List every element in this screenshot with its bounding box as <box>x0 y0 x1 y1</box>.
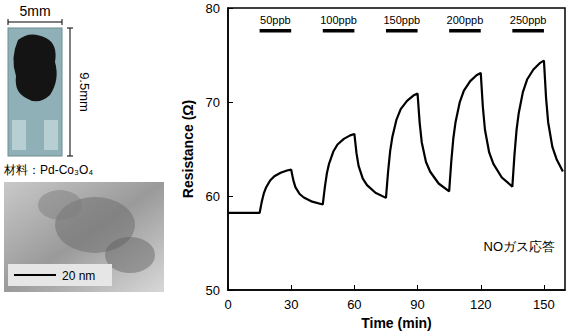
svg-text:20 nm: 20 nm <box>62 269 95 283</box>
svg-text:90: 90 <box>410 297 424 312</box>
svg-text:5mm: 5mm <box>19 3 50 19</box>
svg-text:50: 50 <box>206 283 220 298</box>
svg-text:250ppb: 250ppb <box>510 14 547 26</box>
svg-text:50ppb: 50ppb <box>260 14 291 26</box>
svg-text:材料：Pd-Co₃O₄: 材料：Pd-Co₃O₄ <box>3 163 93 177</box>
svg-text:30: 30 <box>284 297 298 312</box>
svg-text:70: 70 <box>206 95 220 110</box>
svg-text:60: 60 <box>206 189 220 204</box>
svg-text:150: 150 <box>533 297 555 312</box>
svg-text:Time (min): Time (min) <box>361 315 432 331</box>
svg-text:0: 0 <box>224 297 231 312</box>
svg-text:200ppb: 200ppb <box>447 14 484 26</box>
svg-text:NOガス応答: NOガス応答 <box>484 239 556 254</box>
svg-text:Resistance (Ω): Resistance (Ω) <box>180 100 196 198</box>
svg-text:120: 120 <box>470 297 492 312</box>
svg-text:9.5mm: 9.5mm <box>77 72 92 112</box>
svg-text:80: 80 <box>206 1 220 16</box>
svg-text:100ppb: 100ppb <box>320 14 357 26</box>
svg-text:150ppb: 150ppb <box>383 14 420 26</box>
svg-text:60: 60 <box>347 297 361 312</box>
